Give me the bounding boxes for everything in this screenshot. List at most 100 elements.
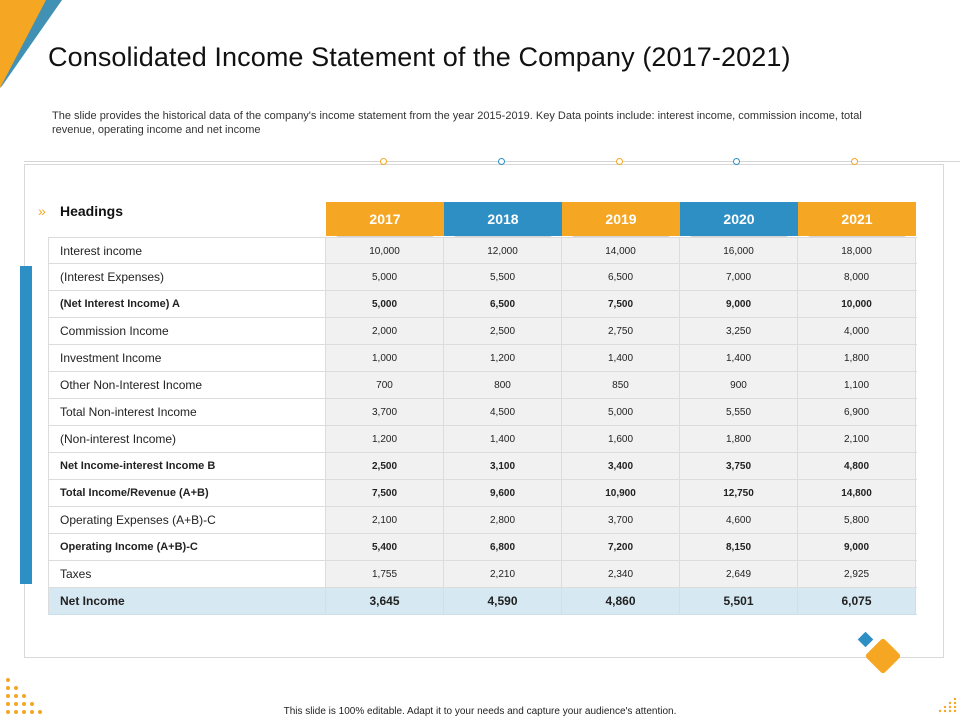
value-cell-2019: 14,000 <box>562 238 680 263</box>
value-cell-2018: 2,210 <box>444 561 562 587</box>
value-cell-2021: 4,000 <box>798 318 916 344</box>
value-cell-2020: 7,000 <box>680 264 798 290</box>
value-cell-2017: 3,700 <box>326 399 444 425</box>
table-row: Interest income 10,000 12,000 14,000 16,000 1… <box>48 237 917 264</box>
value-cell-2020: 12,750 <box>680 480 798 506</box>
value-cell-2017: 7,500 <box>326 480 444 506</box>
year-header-2021: 2021 <box>798 202 916 236</box>
page-title: Consolidated Income Statement of the Com… <box>48 42 791 72</box>
table-row: Investment Income 1,000 1,200 1,400 1,400 1,8… <box>48 345 917 372</box>
year-header-2020: 2020 <box>680 202 798 236</box>
dot-pattern-decoration <box>938 697 957 713</box>
value-cell-2017: 2,000 <box>326 318 444 344</box>
value-cell-2019: 2,750 <box>562 318 680 344</box>
row-label: Other Non-Interest Income <box>48 372 326 398</box>
timeline-marker <box>498 158 505 165</box>
value-cell-2019: 7,200 <box>562 534 680 560</box>
value-cell-2019: 1,400 <box>562 345 680 371</box>
year-header-2019: 2019 <box>562 202 680 236</box>
row-label: Taxes <box>48 561 326 587</box>
table-row: Other Non-Interest Income 700 800 850 900 1,1… <box>48 372 917 399</box>
value-cell-2021: 18,000 <box>798 238 916 263</box>
value-cell-2017: 2,500 <box>326 453 444 479</box>
year-header-2017: 2017 <box>326 202 444 236</box>
value-cell-2018: 2,800 <box>444 507 562 533</box>
value-cell-2021: 10,000 <box>798 291 916 317</box>
value-cell-2020: 8,150 <box>680 534 798 560</box>
value-cell-2018: 2,500 <box>444 318 562 344</box>
row-label: Investment Income <box>48 345 326 371</box>
value-cell-2021: 14,800 <box>798 480 916 506</box>
footer-note: This slide is 100% editable. Adapt it to… <box>283 706 677 717</box>
table-row: Taxes 1,755 2,210 2,340 2,649 2,925 <box>48 561 917 588</box>
value-cell-2021: 4,800 <box>798 453 916 479</box>
value-cell-2019: 2,340 <box>562 561 680 587</box>
income-statement-table: Interest income 10,000 12,000 14,000 16,000 1… <box>48 237 917 615</box>
chevron-right-icon: » <box>38 203 46 219</box>
row-label: Net Income <box>48 588 326 614</box>
value-cell-2018: 800 <box>444 372 562 398</box>
value-cell-2020: 1,400 <box>680 345 798 371</box>
value-cell-2017: 10,000 <box>326 238 444 263</box>
value-cell-2021: 6,075 <box>798 588 916 614</box>
value-cell-2020: 3,750 <box>680 453 798 479</box>
value-cell-2020: 900 <box>680 372 798 398</box>
value-cell-2021: 5,800 <box>798 507 916 533</box>
value-cell-2017: 1,755 <box>326 561 444 587</box>
value-cell-2020: 3,250 <box>680 318 798 344</box>
dot-pattern-decoration <box>6 678 42 714</box>
value-cell-2021: 6,900 <box>798 399 916 425</box>
table-row: Operating Income (A+B)-C 5,400 6,800 7,200 8… <box>48 534 917 561</box>
value-cell-2020: 4,600 <box>680 507 798 533</box>
corner-triangle-decoration <box>0 0 62 88</box>
value-cell-2018: 6,500 <box>444 291 562 317</box>
table-row: (Interest Expenses) 5,000 5,500 6,500 7,000 8… <box>48 264 917 291</box>
value-cell-2021: 2,925 <box>798 561 916 587</box>
row-label: Operating Income (A+B)-C <box>48 534 326 560</box>
value-cell-2021: 1,800 <box>798 345 916 371</box>
row-label: (Net Interest Income) A <box>48 291 326 317</box>
top-divider <box>24 161 960 162</box>
value-cell-2021: 2,100 <box>798 426 916 452</box>
value-cell-2019: 5,000 <box>562 399 680 425</box>
value-cell-2018: 9,600 <box>444 480 562 506</box>
table-row: Net Income-interest Income B 2,500 3,100 3,… <box>48 453 917 480</box>
table-row: Operating Expenses (A+B)-C 2,100 2,800 3,70… <box>48 507 917 534</box>
value-cell-2018: 3,100 <box>444 453 562 479</box>
value-cell-2018: 6,800 <box>444 534 562 560</box>
value-cell-2021: 1,100 <box>798 372 916 398</box>
value-cell-2018: 5,500 <box>444 264 562 290</box>
row-label: (Non-interest Income) <box>48 426 326 452</box>
value-cell-2018: 4,500 <box>444 399 562 425</box>
value-cell-2020: 16,000 <box>680 238 798 263</box>
value-cell-2019: 1,600 <box>562 426 680 452</box>
timeline-marker <box>616 158 623 165</box>
value-cell-2017: 5,400 <box>326 534 444 560</box>
row-label: Operating Expenses (A+B)-C <box>48 507 326 533</box>
value-cell-2021: 9,000 <box>798 534 916 560</box>
value-cell-2017: 3,645 <box>326 588 444 614</box>
timeline-marker <box>733 158 740 165</box>
value-cell-2020: 5,501 <box>680 588 798 614</box>
row-label: Total Income/Revenue (A+B) <box>48 480 326 506</box>
timeline-marker <box>380 158 387 165</box>
row-label: (Interest Expenses) <box>48 264 326 290</box>
value-cell-2017: 700 <box>326 372 444 398</box>
value-cell-2019: 3,700 <box>562 507 680 533</box>
table-row: Commission Income 2,000 2,500 2,750 3,250 4,0… <box>48 318 917 345</box>
value-cell-2020: 5,550 <box>680 399 798 425</box>
timeline-marker <box>851 158 858 165</box>
page-subtitle: The slide provides the historical data o… <box>52 110 862 136</box>
value-cell-2019: 4,860 <box>562 588 680 614</box>
value-cell-2017: 5,000 <box>326 291 444 317</box>
value-cell-2019: 850 <box>562 372 680 398</box>
table-row: Total Income/Revenue (A+B) 7,500 9,600 10,9… <box>48 480 917 507</box>
left-accent-bar <box>20 266 32 584</box>
headings-label: Headings <box>60 203 124 219</box>
value-cell-2020: 1,800 <box>680 426 798 452</box>
value-cell-2019: 6,500 <box>562 264 680 290</box>
table-row: (Non-interest Income) 1,200 1,400 1,600 1,80… <box>48 426 917 453</box>
value-cell-2018: 12,000 <box>444 238 562 263</box>
value-cell-2017: 5,000 <box>326 264 444 290</box>
value-cell-2017: 2,100 <box>326 507 444 533</box>
